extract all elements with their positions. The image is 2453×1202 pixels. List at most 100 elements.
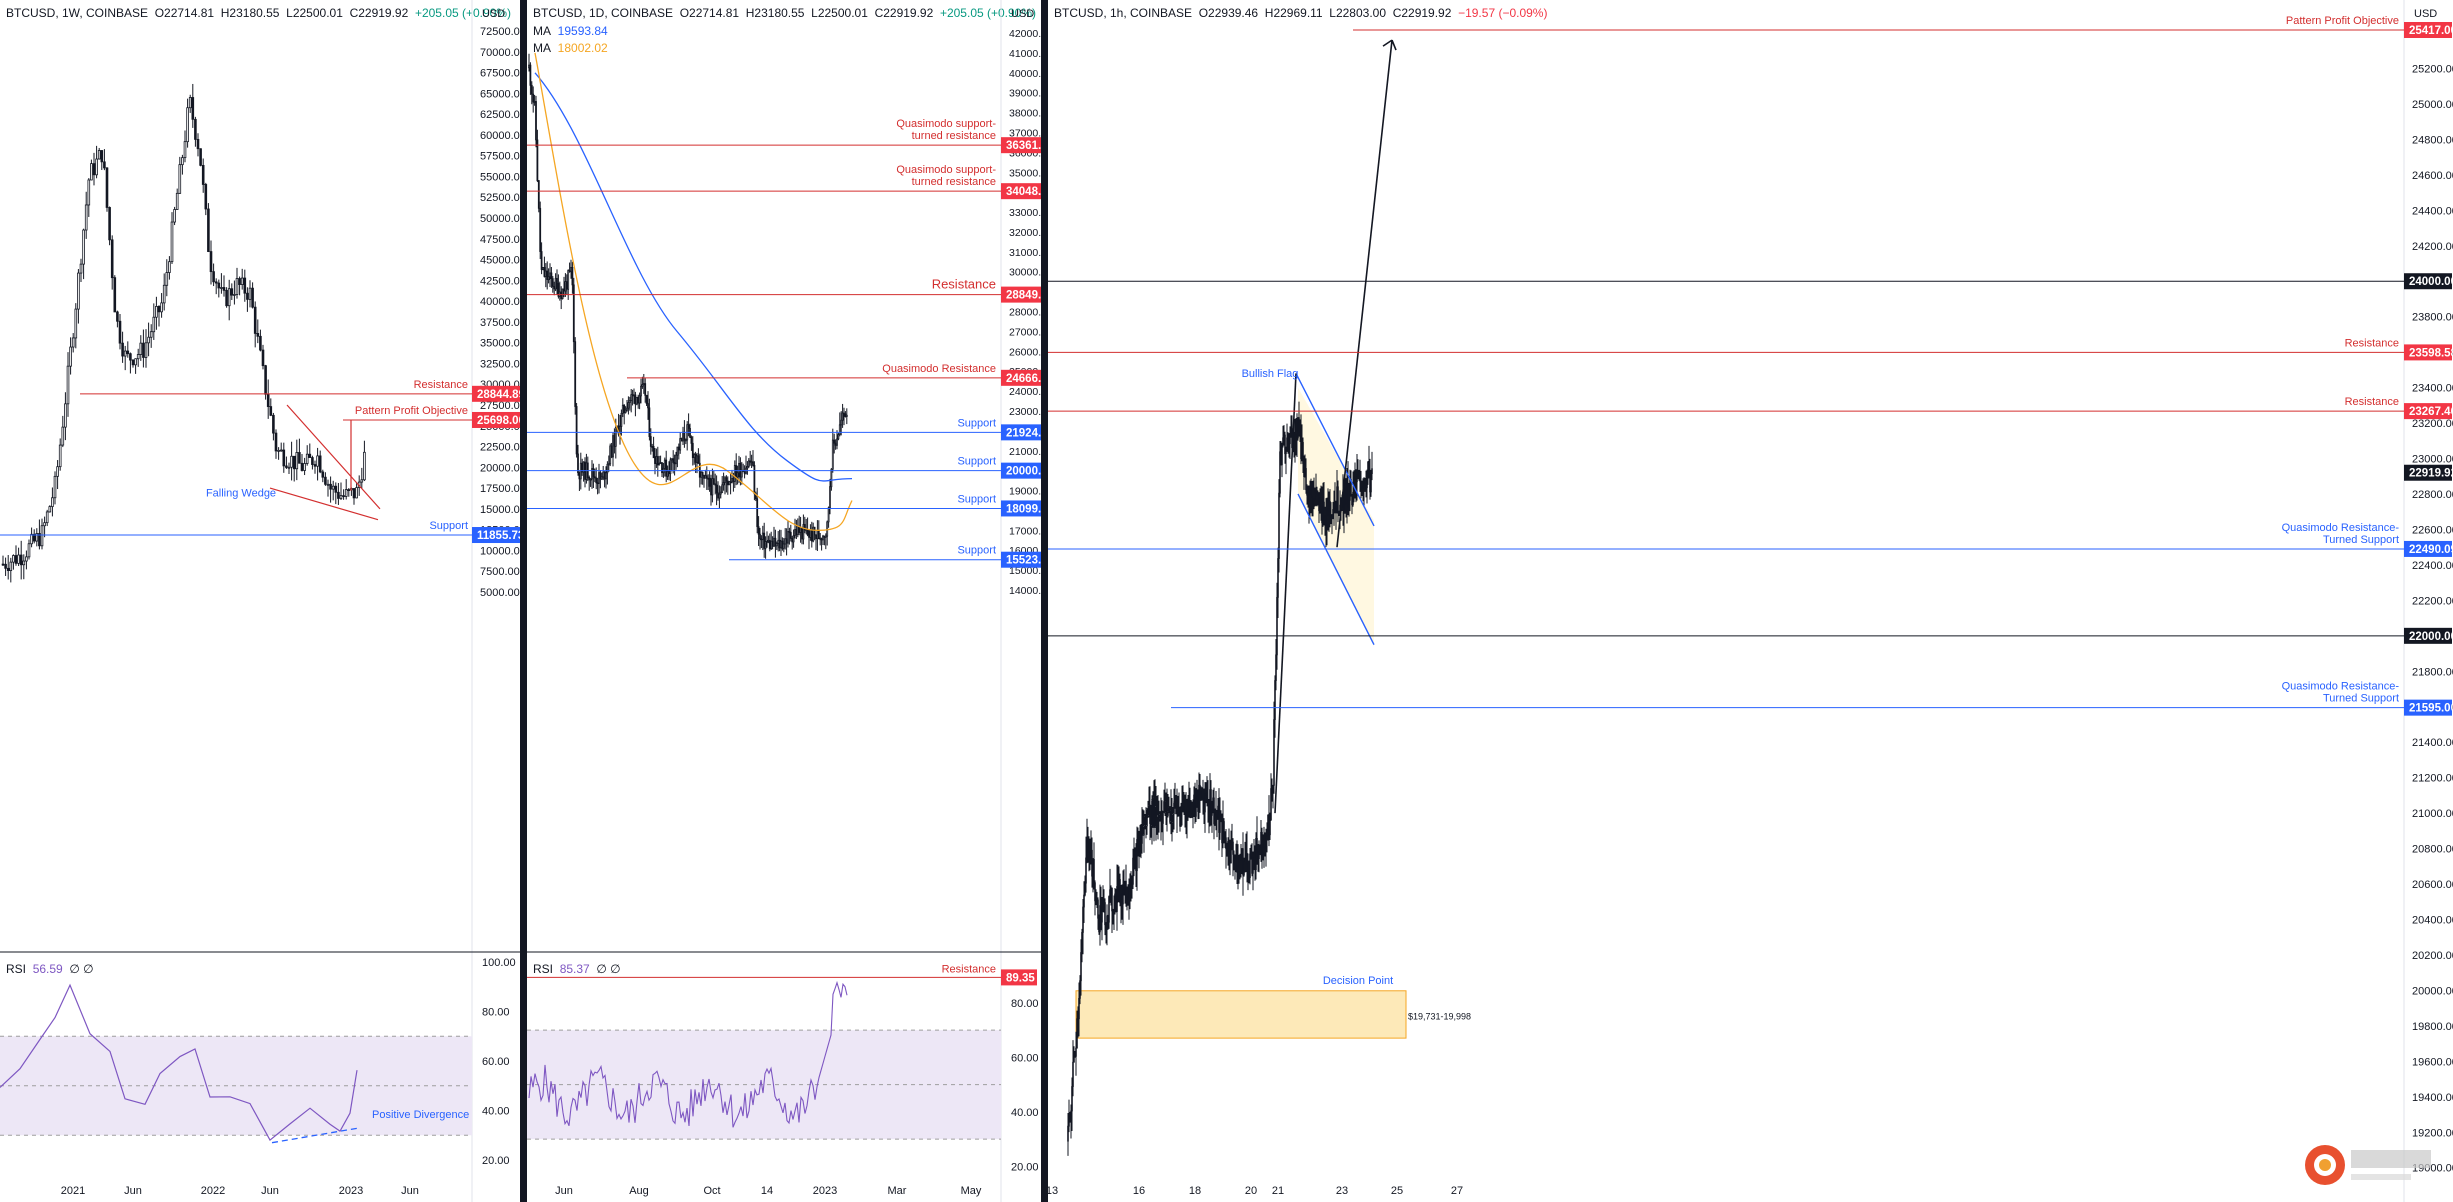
- candle: [1074, 1050, 1076, 1058]
- weekly-chart-panel[interactable]: BTCUSD, 1W, COINBASE O22714.81 H23180.55…: [0, 0, 520, 1202]
- open-value: O22714.81: [154, 6, 215, 20]
- candle: [1315, 473, 1317, 506]
- candle: [669, 457, 672, 482]
- candle: [705, 466, 708, 490]
- price-level-tag: [2404, 464, 2452, 481]
- hourly-chart-panel[interactable]: BTCUSD, 1h, COINBASE O22939.46 H22969.11…: [1048, 0, 2453, 1202]
- candle: [606, 461, 609, 485]
- candle: [1243, 857, 1245, 877]
- candle: [1223, 818, 1225, 844]
- panel-divider[interactable]: [1041, 0, 1048, 1202]
- candle: [162, 273, 166, 311]
- price-tick-label: 72500.00: [480, 26, 520, 38]
- candle: [183, 130, 187, 163]
- price-level-label: Pattern Profit Objective: [2286, 15, 2399, 27]
- price-tick-label: 20600.00: [2412, 879, 2453, 891]
- candle: [1210, 780, 1212, 826]
- candle: [1269, 812, 1271, 840]
- price-tick-label: 38000.00: [1009, 108, 1041, 120]
- candle: [703, 474, 705, 488]
- candle: [638, 392, 641, 410]
- candle: [1246, 831, 1248, 883]
- rsi-value: 85.37: [559, 962, 590, 976]
- candle: [235, 267, 239, 299]
- candle: [1275, 639, 1277, 691]
- candle: [110, 235, 114, 290]
- candle: [1071, 1077, 1073, 1132]
- price-level-tag: [1001, 969, 1037, 986]
- candle: [1231, 823, 1233, 851]
- candle: [1370, 469, 1372, 497]
- candle: [763, 522, 766, 558]
- candle: [630, 389, 633, 413]
- candle: [637, 394, 640, 409]
- candle: [1180, 802, 1182, 827]
- candle: [1234, 854, 1236, 880]
- candle: [1274, 675, 1276, 738]
- low-value: L22500.01: [286, 6, 343, 20]
- price-level-label: turned resistance: [912, 130, 996, 142]
- candle: [1364, 477, 1366, 492]
- candle: [544, 263, 547, 288]
- time-tick-label: 25: [1391, 1185, 1403, 1197]
- candle: [535, 95, 537, 148]
- price-level-tag: [1001, 183, 1041, 200]
- price-tick-label: 32500.00: [480, 358, 520, 370]
- price-tick-label: 21000.00: [1009, 446, 1041, 458]
- symbol-label: BTCUSD, 1W, COINBASE: [6, 6, 149, 20]
- candle: [116, 310, 119, 328]
- price-level-value: 11855.73: [477, 530, 520, 542]
- candle: [736, 465, 739, 485]
- symbol-label: BTCUSD, 1D, COINBASE: [533, 6, 674, 20]
- hourly-chart-canvas[interactable]: USD 25200.00 25000.00 24800.00 24600.00 24400…: [1048, 0, 2453, 1202]
- candle: [204, 182, 208, 216]
- candle: [355, 482, 358, 499]
- candle: [815, 534, 817, 551]
- candle: [1093, 842, 1095, 890]
- time-tick-label: May: [961, 1185, 982, 1197]
- price-tick-label: 19400.00: [2412, 1092, 2453, 1104]
- price-tick-label: 23000.00: [1009, 406, 1041, 418]
- candle: [1213, 787, 1215, 840]
- candle: [746, 461, 749, 475]
- candle: [1166, 788, 1168, 832]
- rsi-value: 56.59: [32, 962, 63, 976]
- candle: [554, 273, 557, 292]
- hourly-ohlc-header: BTCUSD, 1h, COINBASE O22939.46 H22969.11…: [1054, 6, 1547, 20]
- candle: [331, 480, 335, 501]
- candle: [642, 373, 645, 394]
- candle: [574, 337, 577, 415]
- candle: [816, 520, 819, 551]
- candle: [316, 447, 319, 481]
- candle: [160, 293, 163, 318]
- candle: [1262, 834, 1264, 861]
- price-level-value: 25698.00: [477, 415, 520, 427]
- price-level-tag: [1001, 369, 1041, 386]
- candle: [136, 348, 140, 367]
- price-level-value: 21924.83: [1006, 427, 1041, 439]
- candle: [571, 261, 574, 294]
- daily-chart-panel[interactable]: BTCUSD, 1D, COINBASE O22714.81 H23180.55…: [527, 0, 1041, 1202]
- price-tick-label: 33000.00: [1009, 207, 1041, 219]
- candle: [14, 545, 18, 566]
- candle: [670, 458, 673, 472]
- candle: [665, 450, 668, 483]
- candle: [1104, 898, 1106, 936]
- weekly-chart-canvas[interactable]: USD 72500.00 70000.00 67500.00 65000.00 62500…: [0, 0, 520, 1202]
- candle: [25, 550, 28, 570]
- candle: [261, 344, 265, 370]
- candle: [789, 524, 792, 542]
- price-tick-label: 47500.00: [480, 234, 520, 246]
- candle: [274, 429, 278, 459]
- panel-divider[interactable]: [520, 0, 527, 1202]
- candle: [585, 453, 588, 484]
- price-tick-label: 21800.00: [2412, 666, 2453, 678]
- daily-chart-canvas[interactable]: USD 42000.00 41000.00 40000.00 39000.00 38000…: [527, 0, 1041, 1202]
- price-level-value: 89.35: [1006, 972, 1035, 984]
- ma-orange-line: [534, 52, 853, 531]
- candle: [1225, 828, 1227, 869]
- candle: [243, 269, 247, 302]
- candle: [181, 154, 184, 175]
- candle: [1102, 885, 1104, 913]
- rsi-tick-label: 40.00: [1011, 1107, 1039, 1119]
